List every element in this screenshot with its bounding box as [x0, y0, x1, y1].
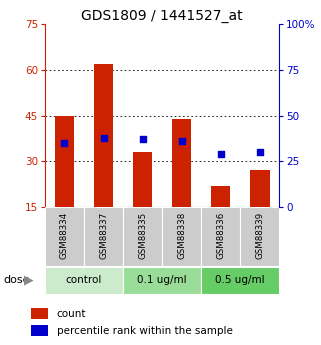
Text: percentile rank within the sample: percentile rank within the sample	[57, 326, 233, 336]
Bar	[162, 207, 201, 266]
Bar	[31, 325, 48, 336]
Text: GSM88335: GSM88335	[138, 211, 147, 259]
Text: dose: dose	[3, 275, 30, 285]
Bar	[123, 267, 201, 294]
Text: GSM88336: GSM88336	[216, 211, 225, 259]
Text: 0.5 ug/ml: 0.5 ug/ml	[215, 275, 265, 285]
Point	[101, 135, 106, 140]
Bar	[201, 267, 279, 294]
Bar	[45, 207, 84, 266]
Point	[218, 151, 223, 157]
Bar	[133, 152, 152, 253]
Bar	[84, 207, 123, 266]
Bar	[94, 64, 113, 253]
Point	[257, 149, 262, 155]
Text: count: count	[57, 309, 86, 319]
Text: GSM88339: GSM88339	[255, 211, 264, 259]
Bar	[31, 308, 48, 319]
Point	[179, 138, 184, 144]
Text: GSM88338: GSM88338	[177, 211, 186, 259]
Point	[62, 140, 67, 146]
Bar	[250, 170, 270, 253]
Bar	[123, 207, 162, 266]
Bar	[240, 207, 279, 266]
Text: control: control	[66, 275, 102, 285]
Point	[140, 137, 145, 142]
Bar	[45, 267, 123, 294]
Title: GDS1809 / 1441527_at: GDS1809 / 1441527_at	[81, 9, 243, 23]
Bar	[201, 207, 240, 266]
Text: ▶: ▶	[24, 274, 34, 287]
Bar	[211, 186, 230, 253]
Text: 0.1 ug/ml: 0.1 ug/ml	[137, 275, 187, 285]
Text: GSM88337: GSM88337	[99, 211, 108, 259]
Bar	[172, 119, 191, 253]
Bar	[55, 116, 74, 253]
Text: GSM88334: GSM88334	[60, 211, 69, 259]
